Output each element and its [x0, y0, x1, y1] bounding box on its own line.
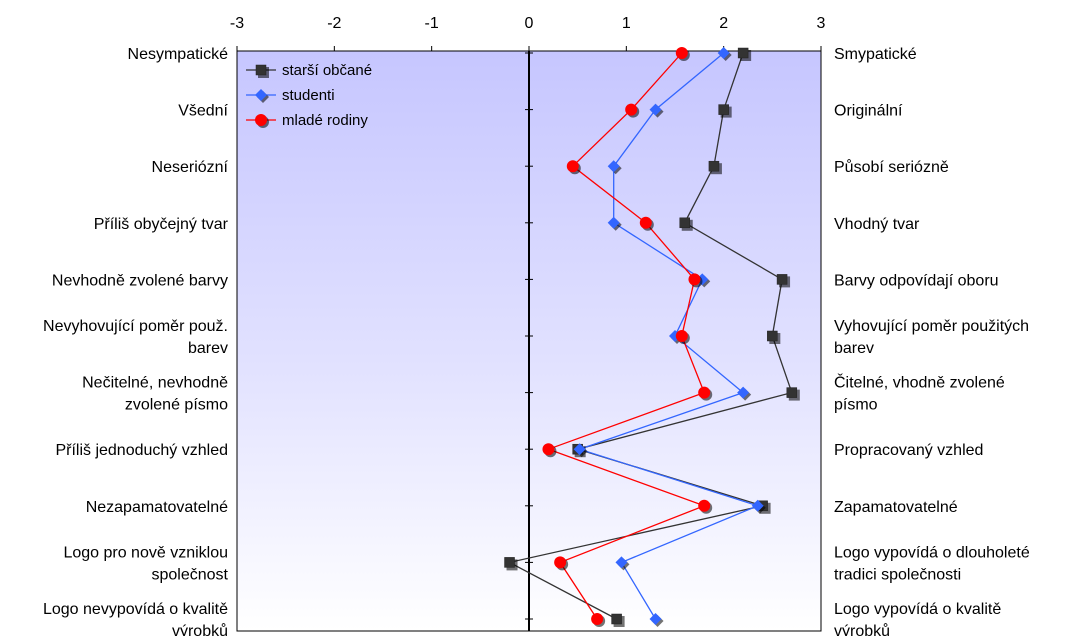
data-point [554, 556, 569, 571]
data-point [607, 216, 622, 231]
data-point [542, 443, 557, 458]
row-label-right: Působí seriózně [834, 158, 949, 176]
legend-label: starší občané [282, 62, 372, 79]
data-point [625, 103, 640, 118]
row-label-right: Vhodný tvar [834, 216, 920, 233]
data-point [708, 160, 722, 175]
data-point [786, 387, 800, 401]
x-tick-label: -3 [230, 15, 244, 32]
row-label-right: barev [834, 340, 874, 357]
legend-marker [255, 114, 269, 128]
row-label-left: společnost [152, 566, 229, 583]
row-label-left: zvolené písmo [125, 397, 228, 414]
data-point [675, 47, 690, 61]
row-label-left: Neseriózní [152, 159, 229, 176]
legend: starší občané studenti mladé rodiny [246, 62, 372, 129]
data-point [649, 613, 664, 627]
row-label-right: Propracovaný vzhled [834, 442, 983, 459]
x-tick-label: 2 [719, 15, 728, 32]
row-label-left: Nesympatické [128, 46, 229, 63]
legend-label: mladé rodiny [282, 112, 368, 129]
data-point [751, 499, 766, 514]
row-label-right: Čitelné, vhodně zvolené [834, 373, 1005, 392]
data-point [566, 160, 581, 175]
legend-label: studenti [282, 87, 335, 104]
row-label-left: Logo pro nově vzniklou [63, 544, 228, 561]
x-tick-label: -2 [327, 15, 341, 32]
row-label-left: Nečitelné, nevhodně [82, 375, 228, 392]
row-label-right: Originální [834, 103, 903, 120]
data-point [688, 273, 703, 288]
data-point [649, 103, 664, 118]
row-label-right: Logo vypovídá o kvalitě [834, 601, 1001, 618]
data-point [679, 217, 693, 231]
row-label-right: výrobků [834, 622, 890, 636]
row-label-left: Logo nevypovídá o kvalitě [43, 601, 228, 618]
row-label-left: barev [188, 340, 228, 357]
data-point [504, 557, 518, 571]
data-point [698, 499, 713, 514]
row-label-right: Vyhovující poměr použitých [834, 318, 1029, 335]
data-point [615, 556, 630, 571]
row-label-right: písmo [834, 397, 878, 414]
data-point [717, 47, 732, 61]
row-label-left: Příliš obyčejný tvar [94, 216, 229, 233]
data-point [591, 613, 606, 627]
row-label-right: Zapamatovatelné [834, 499, 958, 516]
x-tick-label: -1 [425, 15, 439, 32]
row-label-left: Nevyhovující poměr použ. [43, 318, 228, 335]
data-point [776, 274, 791, 288]
x-tick-label: 1 [622, 15, 631, 32]
x-tick-label: 3 [817, 15, 826, 32]
row-label-right: Logo vypovídá o dlouholeté [834, 544, 1030, 561]
x-tick-label: 0 [525, 15, 534, 32]
legend-marker [255, 89, 269, 103]
data-point [737, 47, 752, 61]
row-label-right: tradici společnosti [834, 566, 961, 583]
row-label-right: Smypatické [834, 46, 917, 63]
row-label-left: Nezapamatovatelné [86, 499, 228, 516]
row-label-right: Barvy odpovídají oboru [834, 272, 999, 289]
data-point [573, 443, 588, 458]
row-label-left: výrobků [172, 622, 228, 636]
data-point [718, 104, 732, 118]
data-point [767, 330, 781, 344]
data-point [607, 160, 622, 175]
row-label-left: Příliš jednoduchý vzhled [55, 442, 228, 459]
data-point [639, 216, 654, 231]
data-point [611, 613, 625, 627]
legend-marker [255, 64, 269, 78]
row-label-left: Nevhodně zvolené barvy [52, 272, 228, 289]
row-label-left: Všední [178, 103, 228, 120]
data-point [737, 386, 752, 401]
data-point [698, 386, 713, 401]
data-point [675, 330, 690, 344]
